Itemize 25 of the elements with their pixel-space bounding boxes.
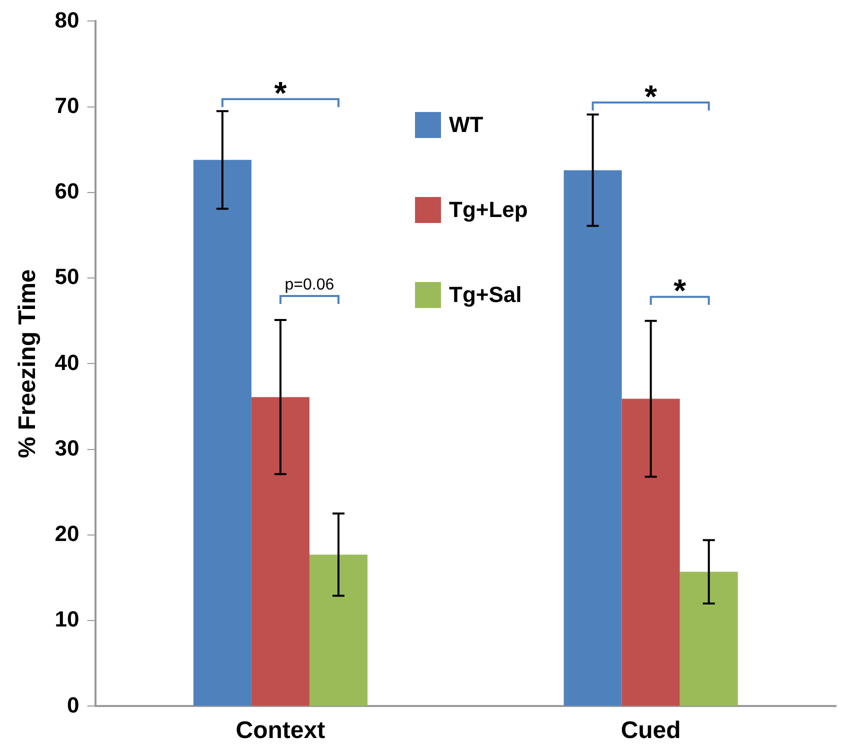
y-tick-label: 60 bbox=[54, 178, 80, 204]
y-tick-label: 40 bbox=[54, 350, 80, 375]
annotation: * bbox=[674, 272, 687, 309]
bar bbox=[680, 572, 738, 706]
annotation: p=0.06 bbox=[284, 276, 334, 294]
legend-label: WT bbox=[449, 112, 484, 138]
y-tick-label: 30 bbox=[54, 435, 80, 460]
y-tick-label: 10 bbox=[54, 606, 80, 632]
y-tick-label: 20 bbox=[54, 521, 80, 546]
bar bbox=[251, 397, 310, 706]
bar bbox=[622, 398, 680, 706]
x-tick-label: Context bbox=[236, 717, 326, 744]
annotation: * bbox=[274, 74, 288, 111]
legend-label: Tg+Lep bbox=[449, 197, 528, 223]
annotation: * bbox=[644, 78, 658, 114]
bar bbox=[564, 170, 622, 706]
y-tick-label: 70 bbox=[54, 92, 80, 118]
bar bbox=[193, 160, 252, 706]
bar bbox=[309, 554, 368, 706]
y-tick-label: 80 bbox=[54, 7, 80, 32]
y-tick-label: 50 bbox=[54, 264, 80, 290]
x-tick-label: Cued bbox=[620, 717, 681, 744]
y-axis-title: % Freezing Time bbox=[14, 269, 42, 458]
legend-label: Tg+Sal bbox=[449, 282, 522, 308]
y-tick-label: 0 bbox=[67, 692, 80, 718]
